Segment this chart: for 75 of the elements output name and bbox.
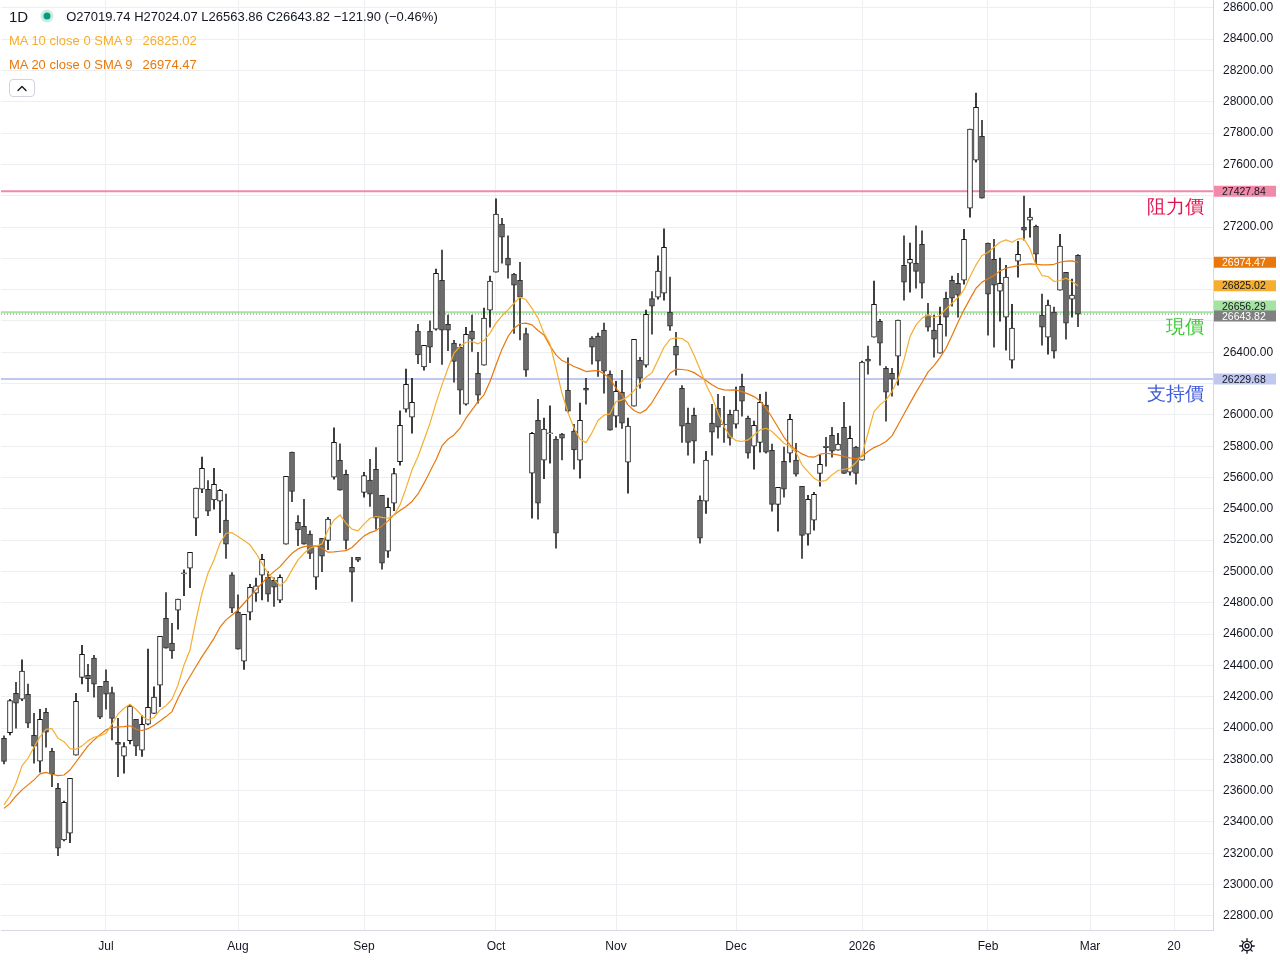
y-tick-label: 25600.00 [1223,469,1274,484]
y-tick-label: 28200.00 [1223,62,1274,77]
y-tick-label: 26229.68 [1222,372,1266,385]
candlestick [445,314,451,351]
y-tick-label: 27600.00 [1223,156,1274,171]
y-tick-label: 23600.00 [1223,782,1274,797]
x-tick-label: Jul [98,938,114,953]
y-tick-label: 24600.00 [1223,626,1274,641]
candlestick [865,345,871,375]
candlestick [295,515,301,546]
text: O27019.74 H27024.07 L26563.86 C26643.82 −121.90 (−0.46%) [66,8,438,24]
x-tick-label: Feb [977,938,999,953]
candlestick [169,622,175,659]
y-tick-label: 25400.00 [1223,501,1274,516]
candlestick [931,314,937,358]
x-tick-label: Aug [227,938,249,953]
candlestick [85,663,91,692]
y-tick-label: 25800.00 [1223,438,1274,453]
text: MA 10 close 0 SMA 9 [9,32,133,48]
y-tick-label: 27200.00 [1223,219,1274,234]
candlestick [505,235,511,279]
y-tick-label: 24400.00 [1223,657,1274,672]
candlestick [1069,278,1075,318]
x-tick-label: Mar [1079,938,1101,953]
y-tick-label: 24000.00 [1223,720,1274,735]
x-tick-label: Sep [353,938,375,953]
x-tick-label: 20 [1167,938,1181,953]
y-tick-label: 23800.00 [1223,751,1274,766]
candlestick [1015,240,1021,278]
candlestick [907,242,913,293]
y-tick-label: 26400.00 [1223,344,1274,359]
y-tick-label: 28000.00 [1223,94,1274,109]
y-tick-label: 27800.00 [1223,125,1274,140]
x-tick-label: Dec [725,938,747,953]
candlestick [115,717,121,777]
candlestick [913,225,919,289]
candlestick [547,405,553,464]
candlestick [997,257,1003,322]
y-tick-label: 23000.00 [1223,876,1274,891]
y-tick-label: 26656.29 [1222,299,1266,312]
y-tick-label: 25200.00 [1223,532,1274,547]
x-tick-label: Nov [605,938,627,953]
annotation: 26825.02 [142,32,197,48]
y-tick-label: 24200.00 [1223,689,1274,704]
candlestick [559,432,565,461]
y-tick-label: 26000.00 [1223,407,1274,422]
text: MA 20 close 0 SMA 9 [9,56,133,72]
y-tick-label: 26825.02 [1222,279,1266,292]
y-tick-label: 28400.00 [1223,31,1274,46]
candlestick [13,681,19,729]
candlestick [469,314,475,352]
y-tick-label: 23400.00 [1223,814,1274,829]
candlestick [1039,293,1045,346]
y-tick-label: 25000.00 [1223,563,1274,578]
candlestick [649,291,655,335]
candlestick [349,556,355,602]
ref-line-label: 阻力價 [1147,195,1204,217]
y-tick-label: 27427.84 [1222,185,1266,198]
y-tick-label: 22800.00 [1223,908,1274,923]
candlestick [217,488,223,533]
y-tick-label: 26643.82 [1222,309,1266,322]
candlestick [583,377,589,405]
annotation: 26974.47 [142,56,197,72]
x-tick-label: 2026 [848,938,876,953]
ref-line-label: 現價 [1166,316,1204,338]
text: 1D [9,7,29,25]
y-tick-label: 26974.47 [1222,256,1266,269]
candlestick [709,403,715,456]
x-tick-label: Oct [486,938,506,953]
y-tick-label: 23200.00 [1223,845,1274,860]
y-tick-label: 24800.00 [1223,595,1274,610]
candlestick [145,648,151,726]
y-tick-label: 28600.00 [1223,0,1274,15]
ref-line-label: 支持價 [1147,383,1204,405]
candlestick [181,569,187,597]
